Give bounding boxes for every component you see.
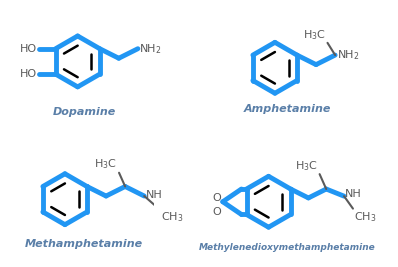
Text: Dopamine: Dopamine [53,107,116,117]
Text: O: O [212,207,221,217]
Text: HO: HO [20,69,37,79]
Text: CH$_3$: CH$_3$ [161,211,183,225]
Text: CH$_3$: CH$_3$ [354,210,377,224]
Text: NH: NH [345,189,362,199]
Text: H$_3$C: H$_3$C [94,158,117,171]
Text: NH$_2$: NH$_2$ [139,42,162,56]
Text: Methylenedioxymethamphetamine: Methylenedioxymethamphetamine [199,243,376,252]
Text: Methamphetamine: Methamphetamine [25,239,143,249]
Text: HO: HO [20,44,37,54]
Text: Amphetamine: Amphetamine [244,104,332,113]
Text: H$_3$C: H$_3$C [303,28,326,42]
Text: H$_3$C: H$_3$C [295,159,318,173]
Text: NH: NH [146,190,162,200]
Text: O: O [212,193,221,203]
Text: NH$_2$: NH$_2$ [337,48,360,62]
